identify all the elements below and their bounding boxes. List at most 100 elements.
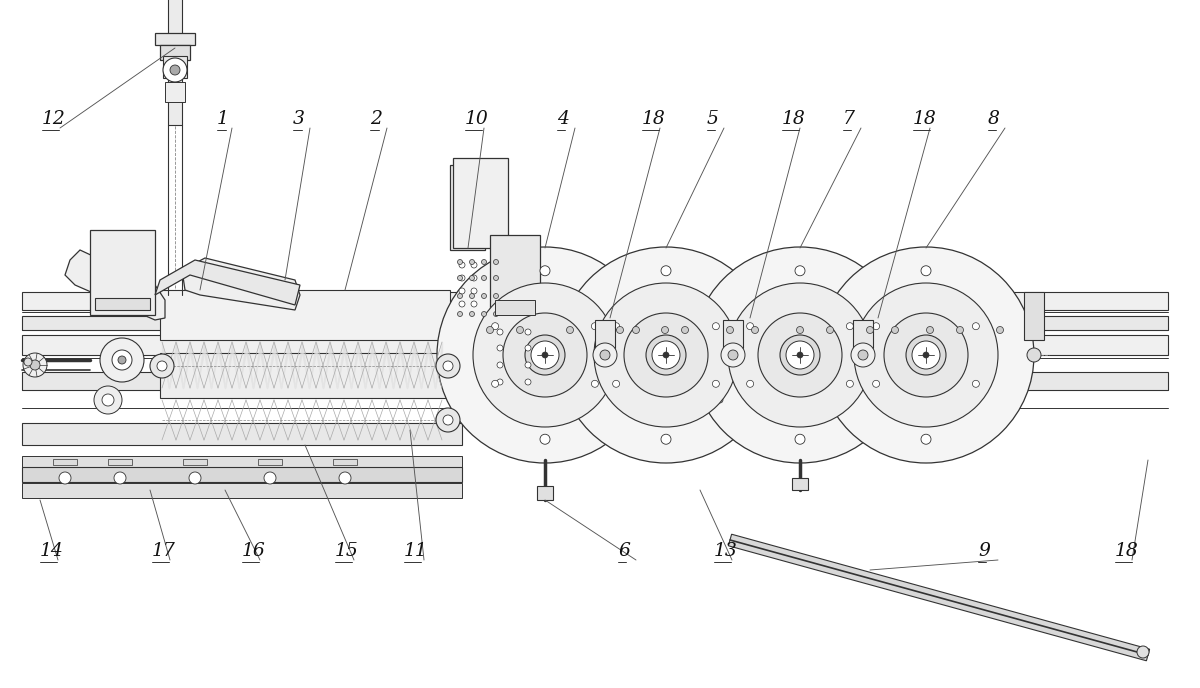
- Circle shape: [912, 341, 940, 369]
- Circle shape: [1027, 348, 1040, 362]
- Circle shape: [632, 327, 640, 334]
- Circle shape: [947, 397, 953, 403]
- Circle shape: [458, 275, 464, 281]
- Circle shape: [926, 327, 934, 334]
- Circle shape: [524, 345, 530, 351]
- Circle shape: [600, 350, 610, 360]
- Bar: [722, 320, 743, 348]
- Circle shape: [592, 380, 599, 387]
- Circle shape: [457, 312, 462, 316]
- Text: 18: 18: [642, 110, 666, 128]
- Circle shape: [436, 354, 460, 378]
- Circle shape: [114, 472, 126, 484]
- Circle shape: [846, 323, 853, 330]
- Bar: [450, 165, 485, 250]
- Circle shape: [617, 397, 623, 403]
- Polygon shape: [182, 258, 300, 310]
- Circle shape: [493, 294, 498, 299]
- Circle shape: [858, 350, 868, 360]
- Bar: [22, 456, 462, 468]
- Circle shape: [470, 262, 476, 268]
- Circle shape: [486, 327, 493, 334]
- Circle shape: [59, 472, 71, 484]
- Circle shape: [872, 323, 880, 330]
- Text: 10: 10: [464, 110, 488, 128]
- Bar: [95, 298, 150, 310]
- Circle shape: [112, 350, 132, 370]
- Circle shape: [872, 380, 880, 387]
- Circle shape: [594, 283, 738, 427]
- Circle shape: [542, 352, 548, 358]
- Text: 14: 14: [40, 542, 64, 560]
- Circle shape: [682, 327, 689, 334]
- Circle shape: [728, 283, 872, 427]
- Bar: [184, 459, 208, 465]
- Bar: [494, 300, 535, 315]
- Circle shape: [94, 386, 122, 414]
- Circle shape: [24, 358, 32, 366]
- Text: 3: 3: [293, 110, 305, 128]
- Text: 6: 6: [618, 542, 630, 560]
- Circle shape: [458, 301, 464, 307]
- Circle shape: [469, 312, 474, 316]
- Text: 16: 16: [242, 542, 265, 560]
- Circle shape: [617, 327, 624, 334]
- Circle shape: [469, 275, 474, 281]
- Circle shape: [190, 472, 202, 484]
- Text: 18: 18: [782, 110, 805, 128]
- Polygon shape: [65, 250, 166, 320]
- Circle shape: [613, 380, 619, 387]
- Circle shape: [264, 472, 276, 484]
- Bar: [108, 459, 132, 465]
- Circle shape: [972, 323, 979, 330]
- Bar: [163, 56, 187, 78]
- Bar: [334, 459, 358, 465]
- Circle shape: [470, 275, 476, 281]
- Circle shape: [30, 360, 40, 370]
- Circle shape: [866, 327, 874, 334]
- Circle shape: [920, 434, 931, 444]
- Circle shape: [493, 275, 498, 281]
- Bar: [160, 353, 450, 398]
- Circle shape: [923, 352, 929, 358]
- Circle shape: [692, 247, 908, 463]
- Circle shape: [854, 283, 998, 427]
- Bar: [53, 459, 77, 465]
- Bar: [22, 372, 1168, 390]
- Circle shape: [956, 327, 964, 334]
- Circle shape: [530, 341, 559, 369]
- Circle shape: [726, 327, 733, 334]
- Circle shape: [786, 341, 814, 369]
- Circle shape: [470, 301, 476, 307]
- Circle shape: [566, 327, 574, 334]
- Circle shape: [624, 313, 708, 397]
- Bar: [258, 459, 282, 465]
- Circle shape: [481, 275, 486, 281]
- Circle shape: [758, 313, 842, 397]
- Circle shape: [436, 408, 460, 432]
- Circle shape: [170, 65, 180, 75]
- Circle shape: [473, 283, 617, 427]
- Circle shape: [877, 397, 883, 403]
- Bar: [160, 290, 450, 340]
- Text: 4: 4: [557, 110, 569, 128]
- Bar: [168, 0, 182, 125]
- Text: 2: 2: [370, 110, 382, 128]
- Circle shape: [457, 259, 462, 264]
- Circle shape: [492, 380, 499, 387]
- Circle shape: [524, 335, 565, 375]
- Circle shape: [757, 397, 763, 403]
- Circle shape: [906, 335, 946, 375]
- Bar: [22, 483, 462, 498]
- Bar: [160, 45, 190, 60]
- Circle shape: [497, 362, 503, 368]
- Circle shape: [780, 335, 820, 375]
- Circle shape: [661, 327, 668, 334]
- Circle shape: [661, 434, 671, 444]
- Circle shape: [481, 259, 486, 264]
- Bar: [792, 478, 808, 490]
- Text: 8: 8: [988, 110, 1000, 128]
- Circle shape: [662, 352, 670, 358]
- Circle shape: [817, 397, 823, 403]
- Circle shape: [481, 294, 486, 299]
